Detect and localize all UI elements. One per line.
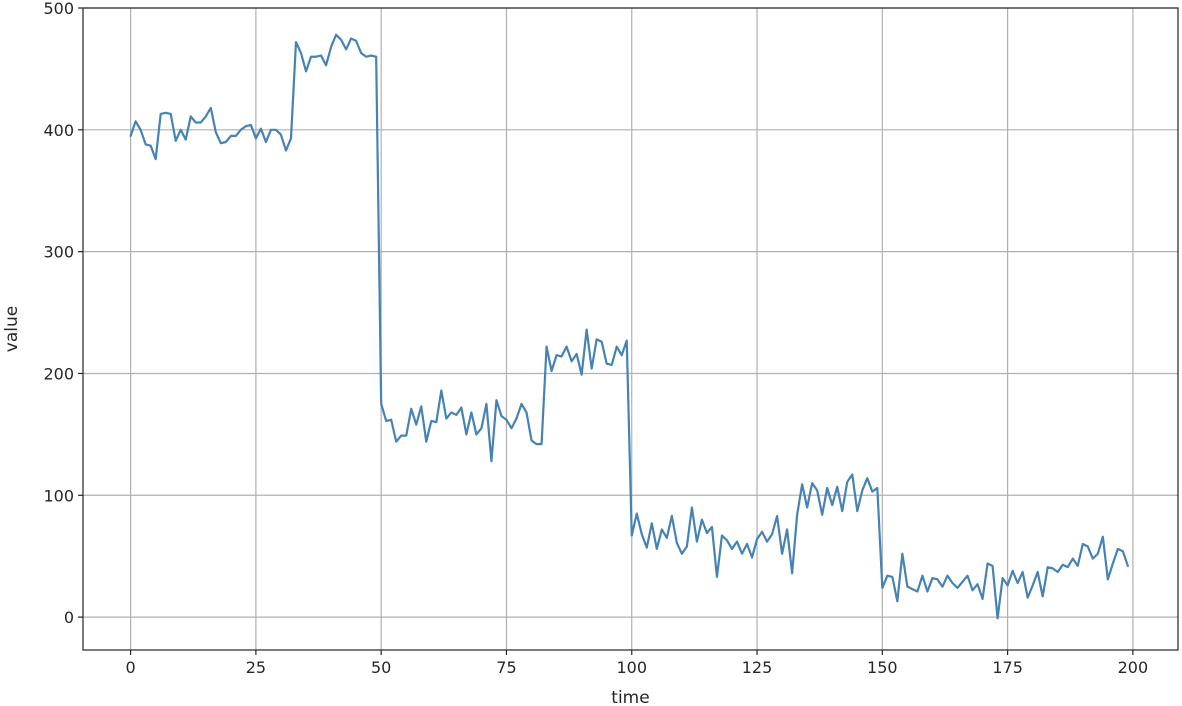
grid	[83, 7, 1178, 650]
x-tick-label: 50	[371, 658, 391, 677]
y-tick-label: 0	[64, 608, 74, 627]
x-tick-label: 150	[867, 658, 898, 677]
y-tick-label: 300	[43, 243, 74, 262]
x-tick-label: 125	[742, 658, 773, 677]
x-tick-label: 0	[126, 658, 136, 677]
x-tick-label: 25	[246, 658, 266, 677]
x-tick-label: 200	[1118, 658, 1149, 677]
y-tick-label: 500	[43, 0, 74, 18]
y-tick-label: 200	[43, 364, 74, 383]
x-tick-label: 100	[616, 658, 647, 677]
x-tick-label: 75	[496, 658, 516, 677]
plot-frame	[82, 7, 1179, 651]
x-axis-title: time	[611, 688, 649, 706]
y-tick-label: 400	[43, 121, 74, 140]
ticks: 0 25 50 75 100 125 150 175 200 0 100 200 300 400 500	[43, 0, 1148, 677]
x-tick-label: 175	[992, 658, 1023, 677]
series-line-0	[129, 33, 1129, 620]
series-layer	[129, 33, 1129, 620]
y-axis-title: value	[2, 306, 22, 352]
y-tick-label: 100	[43, 486, 74, 505]
